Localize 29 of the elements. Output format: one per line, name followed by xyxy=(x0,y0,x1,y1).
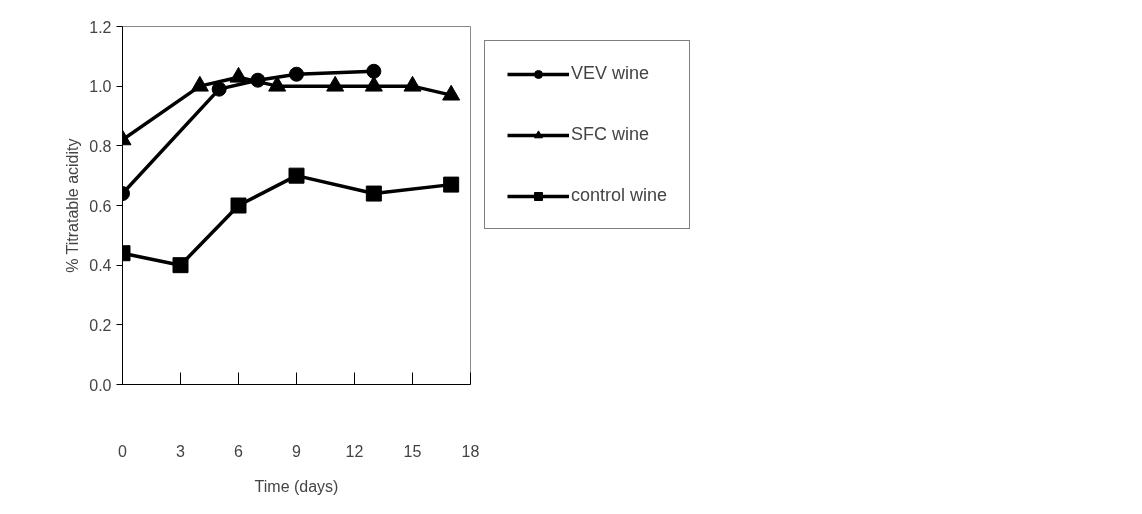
point xyxy=(230,197,247,214)
point xyxy=(443,176,460,193)
point xyxy=(288,167,305,184)
y-tick-label: 1.0 xyxy=(89,78,112,96)
legend-label: control wine xyxy=(571,185,668,206)
point xyxy=(229,66,248,83)
point xyxy=(190,75,209,92)
legend-label: SFC wine xyxy=(571,124,650,145)
x-tick-label: 12 xyxy=(345,442,364,460)
x-tick-label: 3 xyxy=(176,442,186,460)
y-tick-label: 0.2 xyxy=(89,316,112,334)
x-tick-label: 18 xyxy=(461,442,480,460)
point xyxy=(326,75,345,92)
point xyxy=(172,257,189,274)
legend-label: VEV wine xyxy=(571,63,650,84)
point xyxy=(403,75,422,92)
x-axis-title: Time (days) xyxy=(254,477,339,495)
x-tick-label: 9 xyxy=(292,442,302,460)
point xyxy=(442,84,461,101)
y-tick-label: 1.2 xyxy=(89,18,112,36)
x-tick-label: 6 xyxy=(234,442,244,460)
point xyxy=(365,185,382,202)
y-axis-title: % Titratable acidity xyxy=(64,138,82,273)
y-tick-label: 0.8 xyxy=(89,137,112,155)
y-tick-label: 0.6 xyxy=(89,197,112,215)
y-tick-label: 0.4 xyxy=(89,257,112,275)
x-tick-label: 0 xyxy=(118,442,128,460)
y-tick-label: 0.0 xyxy=(89,376,112,394)
x-tick-label: 15 xyxy=(403,442,422,460)
